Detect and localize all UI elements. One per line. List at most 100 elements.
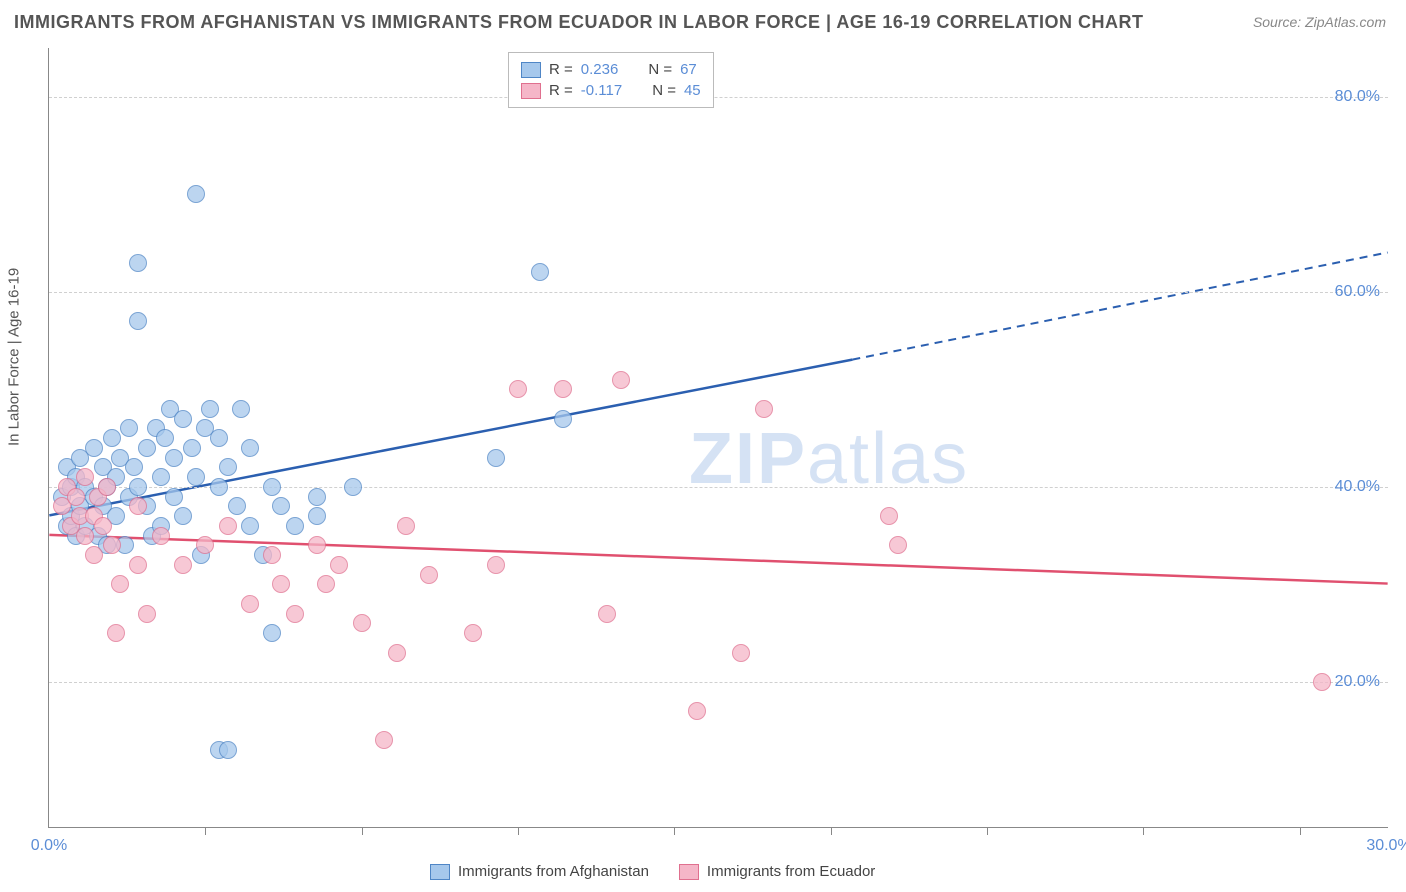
- scatter-point: [219, 741, 237, 759]
- scatter-point: [85, 439, 103, 457]
- legend-label: Immigrants from Afghanistan: [458, 863, 649, 880]
- x-tick-label: 0.0%: [31, 837, 67, 855]
- scatter-point: [755, 400, 773, 418]
- scatter-point: [344, 478, 362, 496]
- scatter-point: [210, 478, 228, 496]
- legend-label: Immigrants from Ecuador: [707, 863, 875, 880]
- scatter-point: [317, 575, 335, 593]
- scatter-point: [152, 468, 170, 486]
- stats-row: R = -0.117 N = 45: [521, 80, 701, 101]
- scatter-point: [129, 556, 147, 574]
- n-value: 45: [684, 82, 701, 99]
- scatter-point: [85, 546, 103, 564]
- x-tick-mark: [674, 827, 675, 835]
- scatter-point: [353, 614, 371, 632]
- scatter-point: [196, 536, 214, 554]
- r-value: -0.117: [581, 82, 622, 99]
- gridline-h: [49, 97, 1388, 98]
- series-legend: Immigrants from Afghanistan Immigrants fr…: [430, 863, 875, 880]
- gridline-h: [49, 292, 1388, 293]
- x-tick-mark: [1300, 827, 1301, 835]
- scatter-point: [76, 468, 94, 486]
- scatter-point: [241, 439, 259, 457]
- scatter-point: [308, 507, 326, 525]
- scatter-point: [554, 380, 572, 398]
- scatter-point: [120, 419, 138, 437]
- source-label: Source: ZipAtlas.com: [1253, 14, 1386, 30]
- r-value: 0.236: [581, 61, 619, 78]
- n-label: N =: [648, 61, 672, 78]
- scatter-point: [103, 536, 121, 554]
- scatter-point: [375, 731, 393, 749]
- trend-line: [49, 535, 1387, 584]
- scatter-point: [111, 575, 129, 593]
- scatter-point: [388, 644, 406, 662]
- n-label: N =: [652, 82, 676, 99]
- scatter-point: [263, 478, 281, 496]
- scatter-point: [464, 624, 482, 642]
- scatter-point: [165, 488, 183, 506]
- scatter-point: [183, 439, 201, 457]
- scatter-point: [125, 458, 143, 476]
- series-swatch: [430, 864, 450, 880]
- x-tick-label: 30.0%: [1366, 837, 1406, 855]
- stats-row: R = 0.236 N = 67: [521, 59, 701, 80]
- scatter-point: [152, 527, 170, 545]
- series-swatch: [521, 83, 541, 99]
- r-label: R =: [549, 61, 573, 78]
- scatter-point: [187, 185, 205, 203]
- scatter-point: [487, 449, 505, 467]
- x-tick-mark: [205, 827, 206, 835]
- scatter-point: [263, 546, 281, 564]
- x-tick-mark: [831, 827, 832, 835]
- scatter-point: [165, 449, 183, 467]
- scatter-point: [76, 527, 94, 545]
- y-tick-label: 20.0%: [1335, 673, 1380, 691]
- y-axis-label: In Labor Force | Age 16-19: [6, 268, 23, 446]
- chart-title: IMMIGRANTS FROM AFGHANISTAN VS IMMIGRANT…: [14, 12, 1144, 33]
- legend-item: Immigrants from Afghanistan: [430, 863, 649, 880]
- scatter-point: [232, 400, 250, 418]
- scatter-point: [129, 312, 147, 330]
- scatter-point: [397, 517, 415, 535]
- scatter-point: [531, 263, 549, 281]
- scatter-point: [598, 605, 616, 623]
- y-tick-label: 60.0%: [1335, 283, 1380, 301]
- scatter-point: [241, 517, 259, 535]
- scatter-point: [174, 556, 192, 574]
- scatter-point: [107, 624, 125, 642]
- legend-item: Immigrants from Ecuador: [679, 863, 875, 880]
- r-label: R =: [549, 82, 573, 99]
- scatter-point: [1313, 673, 1331, 691]
- scatter-point: [889, 536, 907, 554]
- scatter-point: [129, 497, 147, 515]
- scatter-point: [94, 517, 112, 535]
- scatter-point: [241, 595, 259, 613]
- scatter-point: [156, 429, 174, 447]
- plot-area: ZIPatlas 20.0%40.0%60.0%80.0%0.0%30.0%: [48, 48, 1388, 828]
- x-tick-mark: [987, 827, 988, 835]
- scatter-point: [219, 458, 237, 476]
- scatter-point: [880, 507, 898, 525]
- scatter-point: [187, 468, 205, 486]
- scatter-point: [174, 410, 192, 428]
- x-tick-mark: [518, 827, 519, 835]
- scatter-point: [286, 517, 304, 535]
- trend-lines-svg: [49, 48, 1388, 827]
- scatter-point: [732, 644, 750, 662]
- scatter-point: [554, 410, 572, 428]
- scatter-point: [228, 497, 246, 515]
- scatter-point: [67, 488, 85, 506]
- scatter-point: [612, 371, 630, 389]
- scatter-point: [210, 429, 228, 447]
- scatter-point: [308, 488, 326, 506]
- scatter-point: [129, 254, 147, 272]
- scatter-point: [263, 624, 281, 642]
- scatter-point: [420, 566, 438, 584]
- trend-line-extrapolated: [852, 252, 1387, 359]
- scatter-point: [138, 439, 156, 457]
- scatter-point: [272, 497, 290, 515]
- scatter-point: [286, 605, 304, 623]
- scatter-point: [487, 556, 505, 574]
- n-value: 67: [680, 61, 697, 78]
